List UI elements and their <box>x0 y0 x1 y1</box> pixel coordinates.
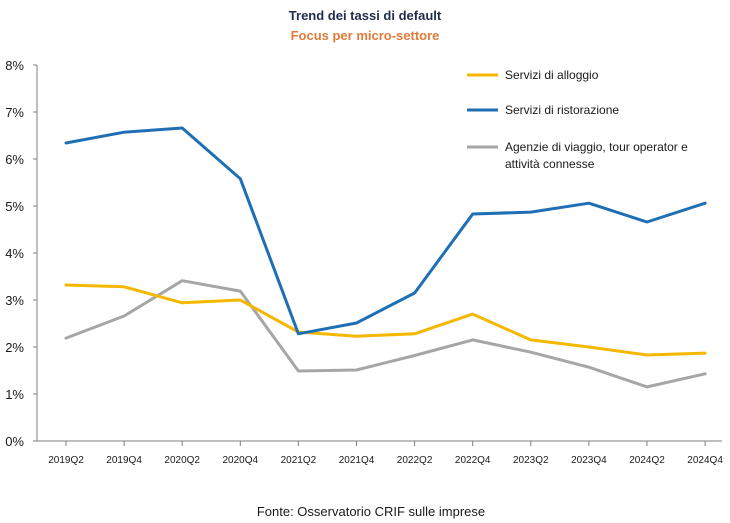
x-tick-label: 2019Q2 <box>48 455 84 466</box>
y-tick-label: 6% <box>5 152 24 167</box>
legend-label: Servizi di alloggio <box>505 68 599 82</box>
series-line-1 <box>64 126 707 336</box>
y-tick-label: 7% <box>5 105 24 120</box>
x-tick-label: 2021Q4 <box>339 455 375 466</box>
legend: Servizi di alloggio Servizi di ristorazio… <box>467 68 688 171</box>
y-tick-label: 0% <box>5 434 24 449</box>
y-tick-label: 1% <box>5 387 24 402</box>
chart-title: Trend dei tassi di default <box>289 8 442 23</box>
x-tick-label: 2024Q4 <box>687 455 723 466</box>
x-tick-label: 2021Q2 <box>281 455 317 466</box>
y-tick-label: 5% <box>5 199 24 214</box>
x-axis: 2019Q2 2019Q4 2020Q2 2020Q4 2021Q2 2021Q4 2022… <box>37 440 723 466</box>
legend-label: Servizi di ristorazione <box>505 103 619 117</box>
x-tick-label: 2020Q2 <box>164 455 200 466</box>
series-line-0 <box>64 283 707 357</box>
series-lines <box>64 126 707 389</box>
y-tick-label: 8% <box>5 58 24 73</box>
x-tick-label: 2024Q2 <box>629 455 665 466</box>
x-tick-label: 2022Q2 <box>397 455 433 466</box>
x-tick-label: 2022Q4 <box>455 455 491 466</box>
series-line-2 <box>64 279 707 389</box>
chart-subtitle: Focus per micro-settore <box>291 28 440 43</box>
x-tick-label: 2023Q4 <box>571 455 607 466</box>
y-axis: 0% 1% 2% 3% 4% 5% 6% 7% 8% <box>5 58 38 449</box>
y-tick-label: 3% <box>5 293 24 308</box>
y-tick-label: 4% <box>5 246 24 261</box>
x-tick-label: 2020Q4 <box>223 455 259 466</box>
legend-label: attività connesse <box>505 157 595 171</box>
legend-label: Agenzie di viaggio, tour operator e <box>505 140 688 154</box>
x-tick-label: 2019Q4 <box>106 455 142 466</box>
x-tick-label: 2023Q2 <box>513 455 549 466</box>
source-note: Fonte: Osservatorio CRIF sulle imprese <box>257 504 485 519</box>
y-tick-label: 2% <box>5 340 24 355</box>
